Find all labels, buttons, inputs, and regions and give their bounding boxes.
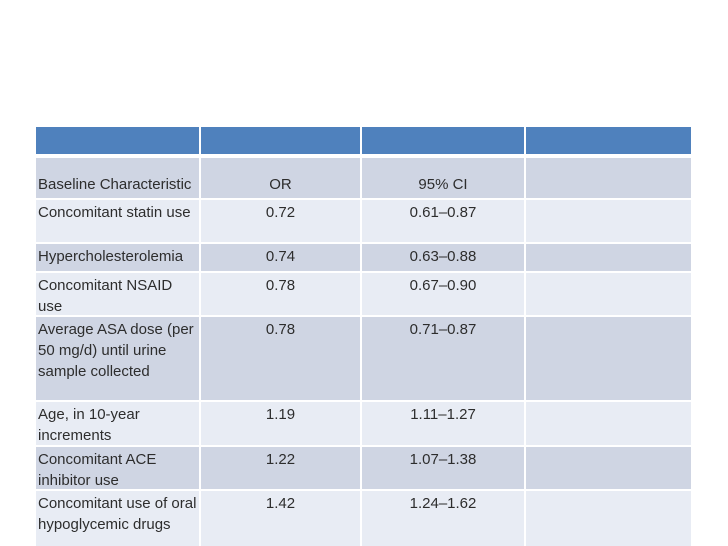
cell-extra [526,244,691,271]
results-table: Baseline Characteristic OR 95% CI Concom… [36,127,691,546]
cell-characteristic-label: Baseline Characteristic [36,158,199,198]
cell-or-value: 0.78 [201,273,360,315]
cell-ci-label: 95% CI [362,158,524,198]
cell-ci-value: 1.24–1.62 [362,491,524,546]
cell-extra [526,491,691,546]
cell-extra [526,402,691,445]
cell-extra [526,447,691,489]
table-row-oral-hypoglycemic: Concomitant use of oral hypoglycemic dru… [36,491,691,546]
cell-ci-value: 1.11–1.27 [362,402,524,445]
cell-extra [526,200,691,242]
header-cell-or [201,127,360,154]
cell-or-value: 0.78 [201,317,360,400]
table-row-ace-inhibitor: Concomitant ACE inhibitor use 1.22 1.07–… [36,447,691,489]
cell-extra [526,158,691,198]
cell-characteristic: Average ASA dose (per 50 mg/d) until uri… [36,317,199,400]
cell-characteristic: Concomitant statin use [36,200,199,242]
cell-ci-value: 0.61–0.87 [362,200,524,242]
cell-extra [526,317,691,400]
cell-or-label: OR [201,158,360,198]
cell-or-value: 0.74 [201,244,360,271]
cell-characteristic: Concomitant use of oral hypoglycemic dru… [36,491,199,546]
table-row-asa-dose: Average ASA dose (per 50 mg/d) until uri… [36,317,691,400]
table-row-hypercholesterolemia: Hypercholesterolemia 0.74 0.63–0.88 [36,244,691,271]
header-cell-extra [526,127,691,154]
header-cell-ci [362,127,524,154]
cell-extra [526,273,691,315]
cell-characteristic: Age, in 10-year increments [36,402,199,445]
header-cell-characteristic [36,127,199,154]
table-row-nsaid: Concomitant NSAID use 0.78 0.67–0.90 [36,273,691,315]
table-row-age: Age, in 10-year increments 1.19 1.11–1.2… [36,402,691,445]
table-row-statin: Concomitant statin use 0.72 0.61–0.87 [36,200,691,242]
table-header-row [36,127,691,154]
cell-ci-value: 1.07–1.38 [362,447,524,489]
cell-ci-value: 0.71–0.87 [362,317,524,400]
cell-ci-value: 0.63–0.88 [362,244,524,271]
cell-or-value: 1.42 [201,491,360,546]
cell-characteristic: Concomitant NSAID use [36,273,199,315]
cell-characteristic: Concomitant ACE inhibitor use [36,447,199,489]
cell-or-value: 0.72 [201,200,360,242]
column-labels-row: Baseline Characteristic OR 95% CI [36,158,691,198]
cell-ci-value: 0.67–0.90 [362,273,524,315]
cell-or-value: 1.19 [201,402,360,445]
cell-or-value: 1.22 [201,447,360,489]
cell-characteristic: Hypercholesterolemia [36,244,199,271]
